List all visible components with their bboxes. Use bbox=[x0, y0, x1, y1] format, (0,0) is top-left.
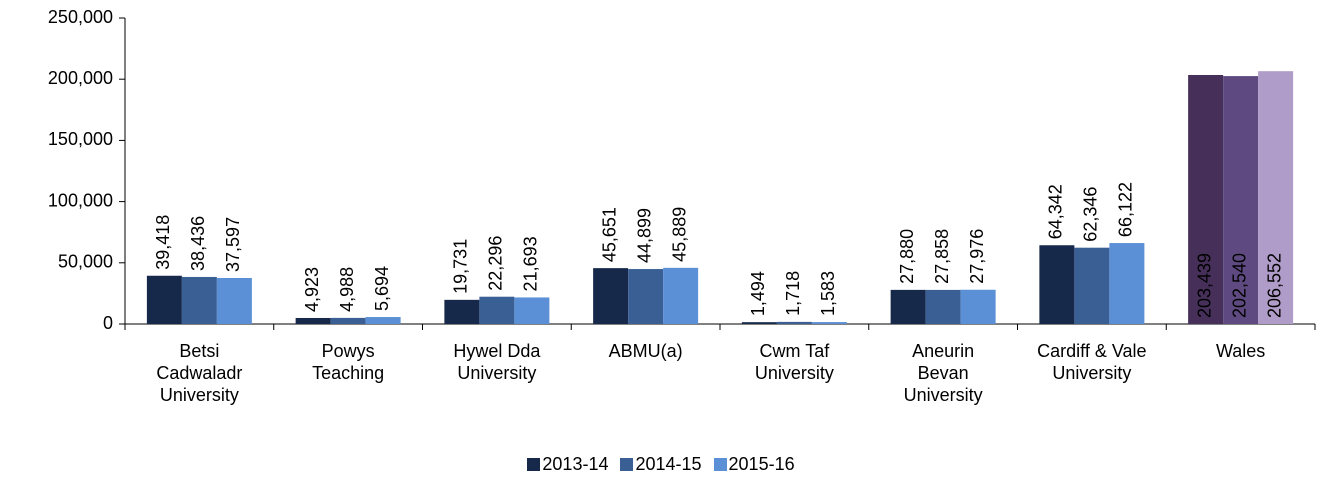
x-tick-label: Aneurin Bevan University bbox=[903, 341, 983, 405]
legend-item: 2013-14 bbox=[527, 454, 608, 475]
bar bbox=[181, 276, 217, 324]
data-label: 202,540 bbox=[1229, 253, 1249, 318]
bar bbox=[216, 277, 252, 324]
data-label: 66,122 bbox=[1116, 182, 1136, 237]
y-tick-label: 250,000 bbox=[48, 7, 113, 27]
data-label: 44,899 bbox=[634, 208, 654, 263]
legend-label: 2015-16 bbox=[728, 454, 795, 474]
data-label: 4,988 bbox=[337, 267, 357, 312]
x-tick-label: ABMU(a) bbox=[608, 341, 683, 361]
bar bbox=[890, 289, 926, 324]
data-label: 1,583 bbox=[818, 271, 838, 316]
y-tick-label: 50,000 bbox=[58, 252, 113, 272]
bar bbox=[663, 267, 699, 324]
bar bbox=[593, 268, 629, 324]
bar bbox=[146, 275, 182, 324]
bar bbox=[1109, 243, 1145, 324]
data-label: 62,346 bbox=[1081, 187, 1101, 242]
bar bbox=[628, 269, 664, 324]
bar bbox=[925, 289, 961, 324]
bar bbox=[1039, 245, 1075, 324]
data-label: 45,651 bbox=[599, 207, 619, 262]
bar bbox=[330, 317, 366, 324]
x-tick-label: Cardiff & Vale University bbox=[1037, 341, 1147, 383]
legend-label: 2013-14 bbox=[542, 454, 609, 474]
y-tick-label: 150,000 bbox=[48, 129, 113, 149]
bar bbox=[741, 322, 777, 324]
legend: 2013-14 2014-15 2015-16 bbox=[0, 454, 1322, 476]
bar bbox=[776, 321, 812, 324]
x-tick-label: Hywel Dda University bbox=[453, 341, 541, 383]
bar bbox=[365, 317, 401, 324]
legend-swatch bbox=[620, 458, 634, 471]
data-label: 19,731 bbox=[451, 239, 471, 294]
x-tick-label: Betsi Cadwaladr University bbox=[156, 341, 243, 405]
bar bbox=[960, 289, 996, 324]
data-label: 38,436 bbox=[188, 216, 208, 271]
bar bbox=[811, 322, 847, 324]
data-label: 45,889 bbox=[669, 207, 689, 262]
data-label: 203,439 bbox=[1194, 253, 1214, 318]
data-label: 22,296 bbox=[486, 236, 506, 291]
bar bbox=[1223, 76, 1259, 325]
data-label: 27,976 bbox=[967, 229, 987, 284]
legend-label: 2014-15 bbox=[635, 454, 702, 474]
y-tick-label: 0 bbox=[103, 313, 113, 333]
legend-swatch bbox=[527, 458, 541, 471]
bar bbox=[479, 296, 515, 324]
x-tick-label: Wales bbox=[1215, 341, 1266, 361]
x-tick-label: Cwm Taf University bbox=[754, 341, 834, 383]
bar bbox=[1074, 247, 1110, 324]
y-tick-label: 200,000 bbox=[48, 68, 113, 88]
data-label: 27,880 bbox=[897, 229, 917, 284]
data-label: 21,693 bbox=[521, 236, 541, 291]
data-label: 4,923 bbox=[302, 267, 322, 312]
data-label: 1,718 bbox=[783, 271, 803, 316]
bar bbox=[1258, 71, 1294, 324]
x-tick-label: Powys Teaching bbox=[312, 341, 385, 383]
data-label: 39,418 bbox=[153, 215, 173, 270]
data-label: 37,597 bbox=[223, 217, 243, 272]
legend-item: 2015-16 bbox=[713, 454, 795, 475]
data-label: 1,494 bbox=[748, 271, 768, 316]
data-label: 5,694 bbox=[372, 266, 392, 311]
bar bbox=[295, 317, 331, 324]
data-label: 64,342 bbox=[1046, 184, 1066, 239]
legend-swatch bbox=[713, 458, 727, 471]
y-tick-label: 100,000 bbox=[48, 190, 113, 210]
data-label: 206,552 bbox=[1264, 253, 1284, 318]
bar bbox=[514, 297, 550, 324]
bar bbox=[1188, 74, 1224, 324]
data-label: 27,858 bbox=[932, 229, 952, 284]
bar bbox=[444, 299, 480, 324]
legend-item: 2014-15 bbox=[620, 454, 702, 475]
